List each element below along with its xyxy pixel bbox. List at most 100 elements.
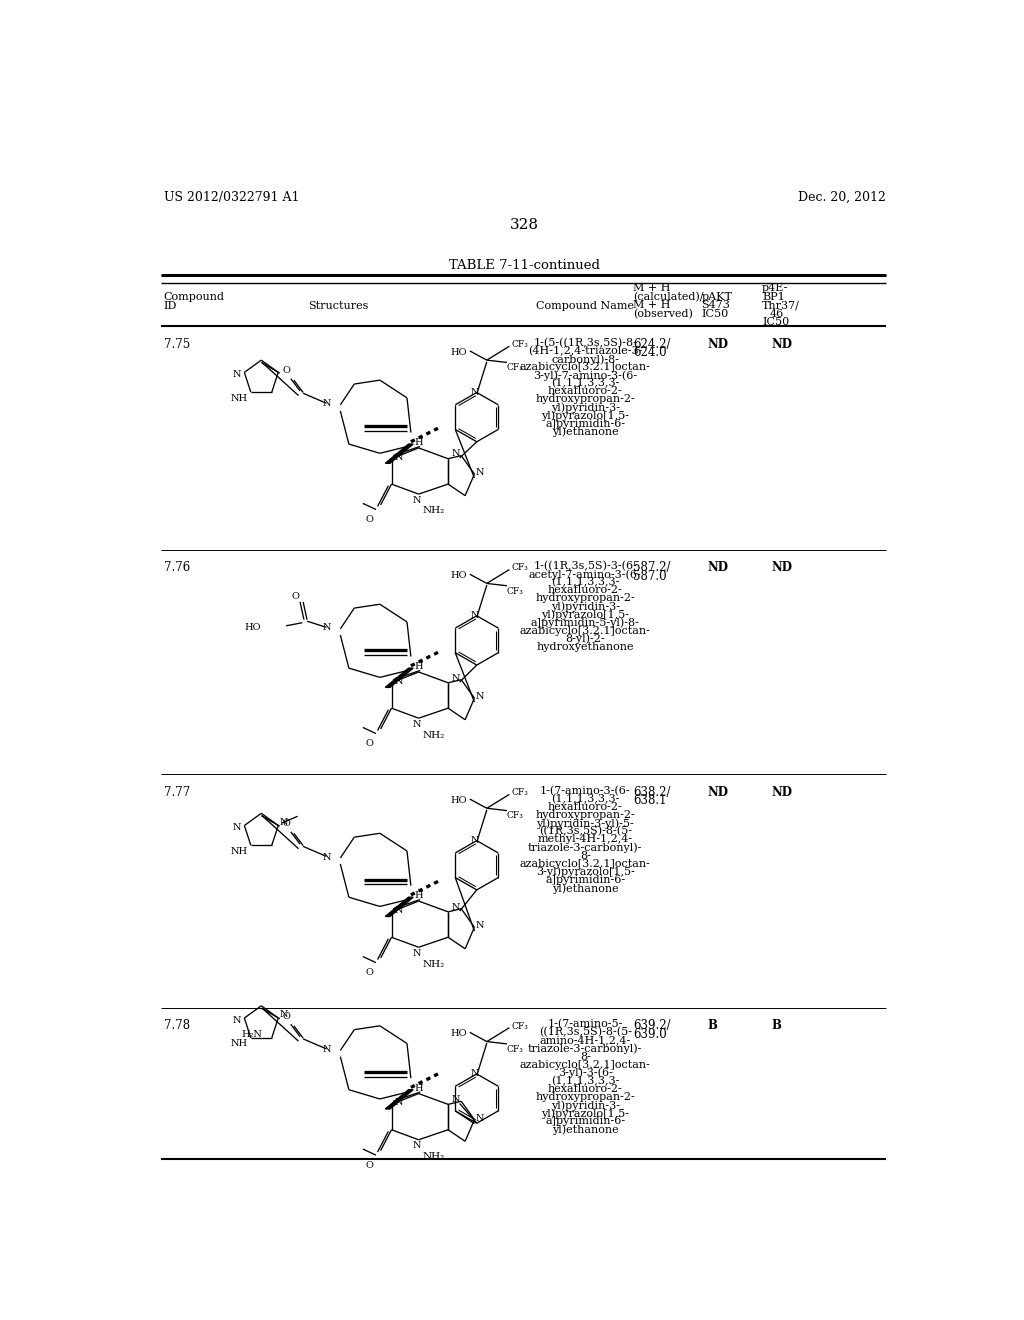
Text: N: N	[323, 853, 331, 862]
Text: H₂N: H₂N	[242, 1030, 262, 1039]
Text: 1-((1R,3s,5S)-3-(6-: 1-((1R,3s,5S)-3-(6-	[534, 561, 637, 572]
Text: N: N	[470, 836, 478, 845]
Text: HO: HO	[451, 1030, 467, 1039]
Text: HO: HO	[244, 623, 260, 632]
Text: (1,1,1,3,3,3-: (1,1,1,3,3,3-	[551, 1076, 620, 1086]
Text: H: H	[414, 438, 423, 447]
Text: 639.2/: 639.2/	[633, 1019, 671, 1032]
Text: O: O	[283, 367, 290, 375]
Text: triazole-3-carbonyl)-: triazole-3-carbonyl)-	[528, 842, 642, 853]
Text: 3-yl)-3-(6-: 3-yl)-3-(6-	[558, 1068, 612, 1078]
Text: (1,1,1,3,3,3-: (1,1,1,3,3,3-	[551, 795, 620, 804]
Text: a]pyrimidin-6-: a]pyrimidin-6-	[545, 1117, 626, 1126]
Text: 46: 46	[770, 309, 784, 318]
Text: B: B	[771, 1019, 781, 1032]
Text: N: N	[232, 824, 242, 832]
Text: 1-(7-amino-3-(6-: 1-(7-amino-3-(6-	[540, 785, 631, 796]
Text: amino-4H-1,2,4-: amino-4H-1,2,4-	[540, 1035, 631, 1045]
Text: N: N	[394, 906, 403, 915]
Text: azabicyclo[3.2.1]octan-: azabicyclo[3.2.1]octan-	[520, 1060, 650, 1069]
Text: hexafluoro-2-: hexafluoro-2-	[548, 585, 623, 595]
Text: NH₂: NH₂	[423, 1152, 444, 1162]
Text: O: O	[366, 1160, 374, 1170]
Text: acetyl-7-amino-3-(6-: acetyl-7-amino-3-(6-	[528, 569, 642, 579]
Text: a]pyrimidin-5-yl)-8-: a]pyrimidin-5-yl)-8-	[530, 618, 640, 628]
Text: yl)pyrazolo[1,5-: yl)pyrazolo[1,5-	[542, 411, 630, 421]
Text: N: N	[452, 903, 460, 912]
Text: hydroxypropan-2-: hydroxypropan-2-	[536, 810, 635, 820]
Text: yl)pyrazolo[1,5-: yl)pyrazolo[1,5-	[542, 1109, 630, 1119]
Text: O: O	[366, 739, 374, 748]
Text: M + H: M + H	[633, 300, 671, 310]
Text: 639.0: 639.0	[633, 1028, 667, 1040]
Text: N: N	[323, 400, 331, 408]
Text: yl)pyridin-3-: yl)pyridin-3-	[551, 1100, 620, 1110]
Text: 8-yl)-2-: 8-yl)-2-	[565, 634, 605, 644]
Text: HO: HO	[451, 796, 467, 805]
Text: (calculated)/: (calculated)/	[633, 292, 703, 302]
Text: Thr37/: Thr37/	[762, 300, 800, 310]
Text: 624.0: 624.0	[633, 346, 667, 359]
Text: N: N	[394, 453, 403, 462]
Text: yl)pyrazolo[1,5-: yl)pyrazolo[1,5-	[542, 610, 630, 620]
Text: N: N	[394, 677, 403, 685]
Text: 587.0: 587.0	[633, 570, 667, 582]
Text: hydroxyethanone: hydroxyethanone	[537, 642, 634, 652]
Text: 7.75: 7.75	[164, 338, 189, 351]
Text: NH: NH	[230, 847, 248, 855]
Text: N: N	[323, 623, 331, 632]
Text: N: N	[413, 949, 421, 958]
Text: a]pyrimidin-6-: a]pyrimidin-6-	[545, 875, 626, 884]
Text: O: O	[366, 968, 374, 977]
Text: N: N	[232, 1015, 242, 1024]
Text: ID: ID	[164, 301, 177, 310]
Polygon shape	[385, 444, 414, 463]
Text: 8-: 8-	[580, 850, 591, 861]
Text: N: N	[452, 673, 460, 682]
Text: IC50: IC50	[701, 309, 729, 318]
Text: methyl-4H-1,2,4-: methyl-4H-1,2,4-	[538, 834, 633, 845]
Text: NH₂: NH₂	[423, 507, 444, 515]
Text: HO: HO	[451, 572, 467, 579]
Text: hexafluoro-2-: hexafluoro-2-	[548, 1084, 623, 1094]
Text: N: N	[470, 388, 478, 397]
Text: (1,1,1,3,3,3-: (1,1,1,3,3,3-	[551, 379, 620, 388]
Polygon shape	[385, 668, 414, 688]
Text: pAKT: pAKT	[701, 292, 732, 301]
Text: Compound: Compound	[164, 292, 224, 301]
Text: azabicyclo[3.2.1]octan-: azabicyclo[3.2.1]octan-	[520, 362, 650, 372]
Text: hydroxypropan-2-: hydroxypropan-2-	[536, 1092, 635, 1102]
Text: 1-(7-amino-5-: 1-(7-amino-5-	[548, 1019, 623, 1030]
Text: yl)ethanone: yl)ethanone	[552, 883, 618, 894]
Text: HO: HO	[451, 348, 467, 356]
Text: N: N	[232, 370, 242, 379]
Text: BP1: BP1	[762, 292, 784, 301]
Text: N: N	[413, 719, 421, 729]
Text: IC50: IC50	[762, 317, 790, 327]
Text: Dec. 20, 2012: Dec. 20, 2012	[798, 191, 886, 203]
Text: yl)ethanone: yl)ethanone	[552, 426, 618, 437]
Text: ((1R,3s,5S)-8-(5-: ((1R,3s,5S)-8-(5-	[539, 826, 632, 837]
Text: Compound Name: Compound Name	[537, 301, 634, 310]
Text: O: O	[366, 515, 374, 524]
Text: O: O	[283, 820, 290, 829]
Text: N: N	[280, 1010, 289, 1019]
Text: CF₃: CF₃	[512, 564, 528, 573]
Text: hexafluoro-2-: hexafluoro-2-	[548, 387, 623, 396]
Text: N: N	[413, 1142, 421, 1150]
Text: 7.77: 7.77	[164, 785, 189, 799]
Text: azabicyclo[3.2.1]octan-: azabicyclo[3.2.1]octan-	[520, 626, 650, 636]
Text: N: N	[280, 818, 289, 826]
Text: ND: ND	[771, 338, 793, 351]
Text: (1,1,1,3,3,3-: (1,1,1,3,3,3-	[551, 577, 620, 587]
Text: 3-yl)-7-amino-3-(6-: 3-yl)-7-amino-3-(6-	[534, 370, 637, 380]
Text: O: O	[292, 591, 299, 601]
Text: 8-: 8-	[580, 1052, 591, 1061]
Text: 7.76: 7.76	[164, 561, 189, 574]
Text: TABLE 7-11-continued: TABLE 7-11-continued	[450, 259, 600, 272]
Text: NH: NH	[230, 393, 248, 403]
Text: NH₂: NH₂	[423, 960, 444, 969]
Text: CF₃: CF₃	[512, 1022, 528, 1031]
Text: N: N	[476, 1114, 484, 1122]
Text: N: N	[470, 1069, 478, 1078]
